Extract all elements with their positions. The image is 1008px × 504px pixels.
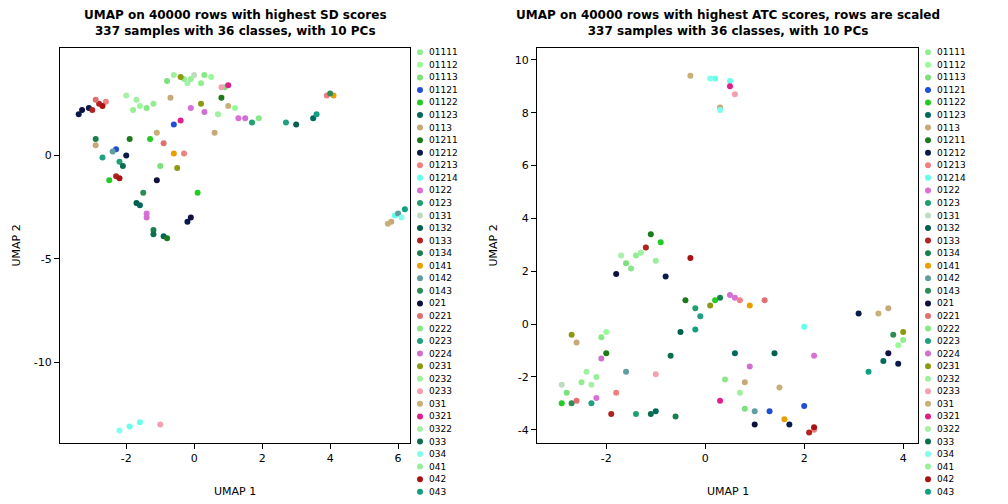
svg-text:0322: 0322	[429, 424, 452, 434]
svg-text:01121: 01121	[429, 85, 458, 95]
svg-text:034: 034	[937, 449, 954, 459]
svg-text:4: 4	[900, 452, 907, 465]
svg-text:0231: 0231	[937, 361, 960, 371]
svg-text:01111: 01111	[429, 47, 458, 57]
svg-text:01214: 01214	[937, 173, 966, 183]
svg-text:-2: -2	[601, 452, 612, 465]
svg-text:UMAP 2: UMAP 2	[487, 224, 500, 266]
svg-text:0: 0	[522, 318, 529, 331]
svg-text:033: 033	[429, 437, 446, 447]
svg-text:8: 8	[522, 107, 529, 120]
svg-text:0141: 0141	[429, 261, 452, 271]
svg-text:0: 0	[191, 452, 198, 465]
svg-text:031: 031	[937, 399, 954, 409]
svg-text:021: 021	[429, 298, 446, 308]
svg-text:0143: 0143	[429, 286, 452, 296]
svg-text:0221: 0221	[937, 311, 960, 321]
svg-text:4: 4	[327, 452, 334, 465]
svg-text:UMAP 1: UMAP 1	[707, 485, 749, 498]
svg-text:043: 043	[429, 487, 446, 497]
svg-text:0: 0	[702, 452, 709, 465]
svg-text:2: 2	[801, 452, 808, 465]
svg-text:0321: 0321	[937, 411, 960, 421]
svg-text:0233: 0233	[429, 386, 452, 396]
svg-text:0131: 0131	[937, 211, 960, 221]
svg-text:0143: 0143	[937, 286, 960, 296]
svg-text:0133: 0133	[937, 236, 960, 246]
svg-text:0224: 0224	[937, 349, 960, 359]
svg-text:0141: 0141	[937, 261, 960, 271]
svg-text:0232: 0232	[937, 374, 960, 384]
svg-text:01212: 01212	[429, 148, 458, 158]
svg-text:4: 4	[522, 212, 529, 225]
svg-text:-2: -2	[518, 371, 529, 384]
svg-text:0221: 0221	[429, 311, 452, 321]
svg-text:042: 042	[429, 474, 446, 484]
svg-text:031: 031	[429, 399, 446, 409]
svg-text:0222: 0222	[429, 324, 452, 334]
svg-text:UMAP on 40000 rows with highes: UMAP on 40000 rows with highest SD score…	[84, 8, 387, 38]
svg-text:0224: 0224	[429, 349, 452, 359]
svg-text:01111: 01111	[937, 47, 966, 57]
svg-text:01112: 01112	[429, 60, 458, 70]
svg-text:01121: 01121	[937, 85, 966, 95]
svg-text:01123: 01123	[429, 110, 458, 120]
svg-text:01213: 01213	[937, 160, 966, 170]
svg-text:10: 10	[515, 54, 529, 67]
svg-text:0123: 0123	[937, 198, 960, 208]
svg-text:0142: 0142	[937, 273, 960, 283]
svg-text:034: 034	[429, 449, 446, 459]
svg-text:0142: 0142	[429, 273, 452, 283]
svg-text:021: 021	[937, 298, 954, 308]
svg-text:01122: 01122	[429, 97, 458, 107]
svg-text:UMAP 1: UMAP 1	[214, 485, 256, 498]
svg-text:-5: -5	[41, 253, 52, 266]
svg-text:0223: 0223	[429, 336, 452, 346]
svg-text:041: 041	[429, 462, 446, 472]
svg-text:0131: 0131	[429, 211, 452, 221]
svg-text:01113: 01113	[937, 72, 966, 82]
svg-text:0122: 0122	[937, 185, 960, 195]
svg-text:01211: 01211	[429, 135, 458, 145]
svg-text:0222: 0222	[937, 324, 960, 334]
svg-text:01123: 01123	[937, 110, 966, 120]
svg-text:UMAP on 40000 rows with highes: UMAP on 40000 rows with highest ATC scor…	[516, 8, 940, 38]
svg-text:0231: 0231	[429, 361, 452, 371]
svg-text:0232: 0232	[429, 374, 452, 384]
svg-text:0133: 0133	[429, 236, 452, 246]
svg-text:01113: 01113	[429, 72, 458, 82]
svg-text:042: 042	[937, 474, 954, 484]
svg-text:0113: 0113	[937, 123, 960, 133]
svg-text:01213: 01213	[429, 160, 458, 170]
svg-text:6: 6	[522, 159, 529, 172]
svg-text:-4: -4	[518, 424, 529, 437]
svg-text:01211: 01211	[937, 135, 966, 145]
svg-text:01112: 01112	[937, 60, 966, 70]
svg-text:2: 2	[522, 265, 529, 278]
svg-text:041: 041	[937, 462, 954, 472]
svg-text:0132: 0132	[937, 223, 960, 233]
svg-text:-10: -10	[34, 356, 52, 369]
svg-text:0134: 0134	[429, 248, 452, 258]
svg-text:0113: 0113	[429, 123, 452, 133]
svg-text:01122: 01122	[937, 97, 966, 107]
svg-text:0233: 0233	[937, 386, 960, 396]
svg-text:0223: 0223	[937, 336, 960, 346]
svg-text:-2: -2	[121, 452, 132, 465]
svg-text:2: 2	[259, 452, 266, 465]
svg-text:01214: 01214	[429, 173, 458, 183]
svg-text:033: 033	[937, 437, 954, 447]
svg-text:043: 043	[937, 487, 954, 497]
svg-text:6: 6	[395, 452, 402, 465]
svg-text:0321: 0321	[429, 411, 452, 421]
svg-text:0122: 0122	[429, 185, 452, 195]
svg-text:0123: 0123	[429, 198, 452, 208]
svg-text:UMAP 2: UMAP 2	[10, 224, 23, 266]
svg-text:0: 0	[45, 149, 52, 162]
svg-text:01212: 01212	[937, 148, 966, 158]
svg-text:0132: 0132	[429, 223, 452, 233]
svg-text:0134: 0134	[937, 248, 960, 258]
svg-text:0322: 0322	[937, 424, 960, 434]
